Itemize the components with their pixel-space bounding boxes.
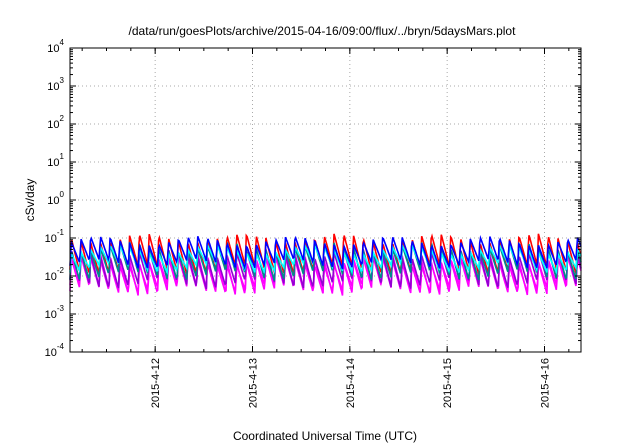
grid (70, 48, 581, 352)
series-line (69, 235, 582, 271)
x-tick-label: 2015-4-13 (248, 358, 260, 408)
y-axis-label: cSv/day (23, 179, 37, 222)
x-tick-label: 2015-4-16 (540, 358, 552, 408)
series-line (69, 248, 582, 290)
x-tick-label: 2015-4-14 (345, 358, 357, 408)
y-tick-label: 10-4 (45, 342, 65, 359)
y-tick-label: 100 (47, 190, 64, 207)
x-tick-label: 2015-4-15 (442, 358, 454, 408)
series-group (69, 233, 582, 296)
y-tick-label: 104 (47, 38, 64, 55)
y-tick-label: 102 (47, 114, 64, 131)
y-tick-label: 10-2 (45, 266, 65, 283)
x-axis-label: Coordinated Universal Time (UTC) (233, 429, 417, 443)
x-axis: 2015-4-12 2015-4-13 2015-4-14 2015-4-15 2015… (81, 48, 570, 408)
chart-title: /data/run/goesPlots/archive/2015-04-16/0… (129, 24, 517, 38)
y-tick-label: 10-3 (45, 304, 65, 321)
y-tick-label: 10-1 (45, 228, 65, 245)
y-tick-label: 103 (47, 76, 64, 93)
y-tick-label: 101 (47, 152, 64, 169)
x-tick-label: 2015-4-12 (150, 358, 162, 408)
series-line (69, 242, 582, 275)
y-axis: 10-4 10-3 10-2 10-1 100 101 102 103 104 (45, 38, 581, 359)
